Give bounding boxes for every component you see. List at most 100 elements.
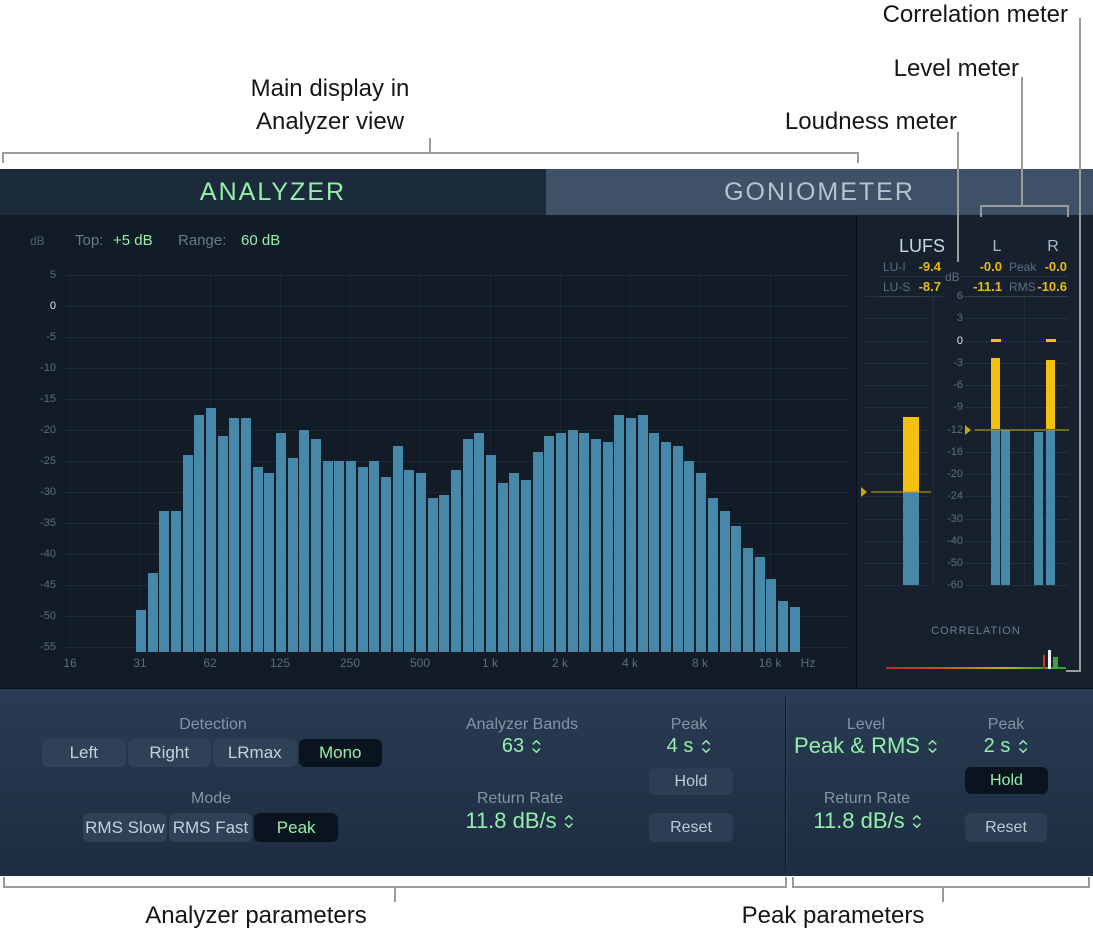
meter-gridline [865,429,927,431]
freq-axis-tick: 2 k [551,656,569,670]
annotation-peak-parameters: Peak parameters [741,902,925,929]
spectrum-bar [322,461,333,652]
top-label: Top: [75,232,104,249]
peak-hold-button[interactable]: Hold [965,767,1048,794]
annotation-level-meter: Level meter [893,55,1019,82]
analyzer-peak-stepper[interactable]: 4 s [667,735,712,758]
spectrum-bar [591,439,602,652]
meter-gridline [965,496,1069,498]
peak-hold-time-value: 2 s [983,735,1011,757]
meter-gridline [865,518,927,520]
freq-gridline [70,273,71,652]
peak-value-left: -0.0 [979,259,1002,274]
separator [961,296,1069,297]
meter-scale-tick: -24 [947,490,963,503]
meter-scale-tick: -50 [947,557,963,569]
meter-gridline [965,362,1069,364]
analyzer-hold-button[interactable]: Hold [649,768,733,795]
db-axis-tick: -50 [40,610,56,622]
meter-scale-tick: -60 [947,579,963,592]
view-tabbar: ANALYZER GONIOMETER [0,169,1093,215]
spectrum-bar [649,433,660,652]
mode-rms-slow-button[interactable]: RMS Slow [83,813,167,842]
peak-row-label: Peak [1009,260,1037,274]
spectrum-bar [427,498,438,652]
db-unit-label: dB [30,234,45,248]
annotation-main-display-line2: Analyzer view [255,108,405,135]
freq-axis-tick: 500 [409,656,431,670]
meter-db-unit-label: dB [945,270,960,284]
spectrum-bar [637,414,648,652]
meter-gridline [965,451,1069,453]
freq-axis-tick: 8 k [691,656,709,670]
spectrum-bar [252,467,263,652]
annotation-main-display-line1: Main display in [250,75,410,102]
level-meter-bar-over [1046,359,1055,430]
channel-left-label: L [992,238,1002,255]
parameter-panel: Detection Left Right LRmax Mono Mode RMS Sl… [0,688,1093,876]
meter-panel: LUFS L R LU-I -9.4 LU-S -8.7 dB -0.0 Pea… [856,215,1093,688]
panel-divider [785,697,786,869]
db-gridline [62,461,850,462]
annotation-tick-peak-params [942,886,944,902]
spectrum-bar [614,414,625,652]
meter-gridline [865,563,927,564]
meter-gridline [865,362,927,364]
peak-hold-time-label: Peak [987,716,1025,733]
tab-goniometer[interactable]: GONIOMETER [546,169,1093,215]
db-gridline [62,337,850,338]
rms-row-label: RMS [1009,280,1036,294]
peak-return-rate-stepper[interactable]: 11.8 dB/s [813,808,922,834]
analyzer-peak-label: Peak [670,716,708,733]
range-value[interactable]: 60 dB [241,232,281,249]
spectrum-bar [404,470,415,652]
meter-gridline [865,385,927,386]
analyzer-bands-stepper[interactable]: 63 [502,735,542,758]
analyzer-return-rate-stepper[interactable]: 11.8 dB/s [465,808,574,834]
annotation-line-correlation [1066,18,1081,672]
freq-unit-label: Hz [800,656,816,670]
top-value[interactable]: +5 dB [113,232,153,249]
spectrum-bar [439,495,450,652]
meter-gridline [965,474,1069,475]
analyzer-reset-button[interactable]: Reset [649,813,733,842]
detection-left-button[interactable]: Left [42,739,126,767]
lu-i-label: LU-I [883,260,906,274]
peak-reset-button[interactable]: Reset [965,813,1047,842]
freq-gridline [700,273,701,652]
spectrum-bar [346,461,357,652]
peak-return-rate-label: Return Rate [823,790,911,807]
lu-i-value: -9.4 [918,259,941,274]
detection-mono-button[interactable]: Mono [298,739,382,767]
meter-column-gridline [933,296,934,586]
meter-gridline [865,540,927,542]
stepper-icon [913,814,922,828]
detection-lrmax-button[interactable]: LRmax [213,739,297,767]
spectrum-bar [241,417,252,652]
mode-rms-fast-button[interactable]: RMS Fast [168,813,253,842]
level-stepper[interactable]: Peak & RMS [794,733,938,759]
meter-gridline [865,340,927,342]
spectrum-bar [264,473,275,652]
db-gridline [62,430,850,431]
analyzer-return-rate-value: 11.8 dB/s [465,808,557,833]
meter-scale-tick: -12 [947,423,963,436]
level-target-line [975,428,1069,431]
level-meter-bar [1001,430,1010,586]
peak-hold-time-stepper[interactable]: 2 s [984,735,1029,758]
mode-peak-button[interactable]: Peak [254,813,339,842]
freq-axis-tick: 16 [63,656,77,670]
annotation-bracket-peak-params [792,877,1090,888]
lufs-target-arrow-icon [861,486,867,497]
detection-right-button[interactable]: Right [127,739,211,767]
db-axis-tick: -30 [40,486,56,498]
spectrum-bar [556,433,567,652]
meter-scale-tick: -3 [953,356,963,369]
rms-value-right: -10.6 [1037,279,1067,294]
meter-gridline [865,451,927,453]
spectrum-bar [299,430,310,652]
spectrum-bar [754,557,765,652]
freq-axis-tick: 125 [269,656,291,670]
tab-analyzer[interactable]: ANALYZER [0,169,546,215]
db-gridline [62,275,850,276]
